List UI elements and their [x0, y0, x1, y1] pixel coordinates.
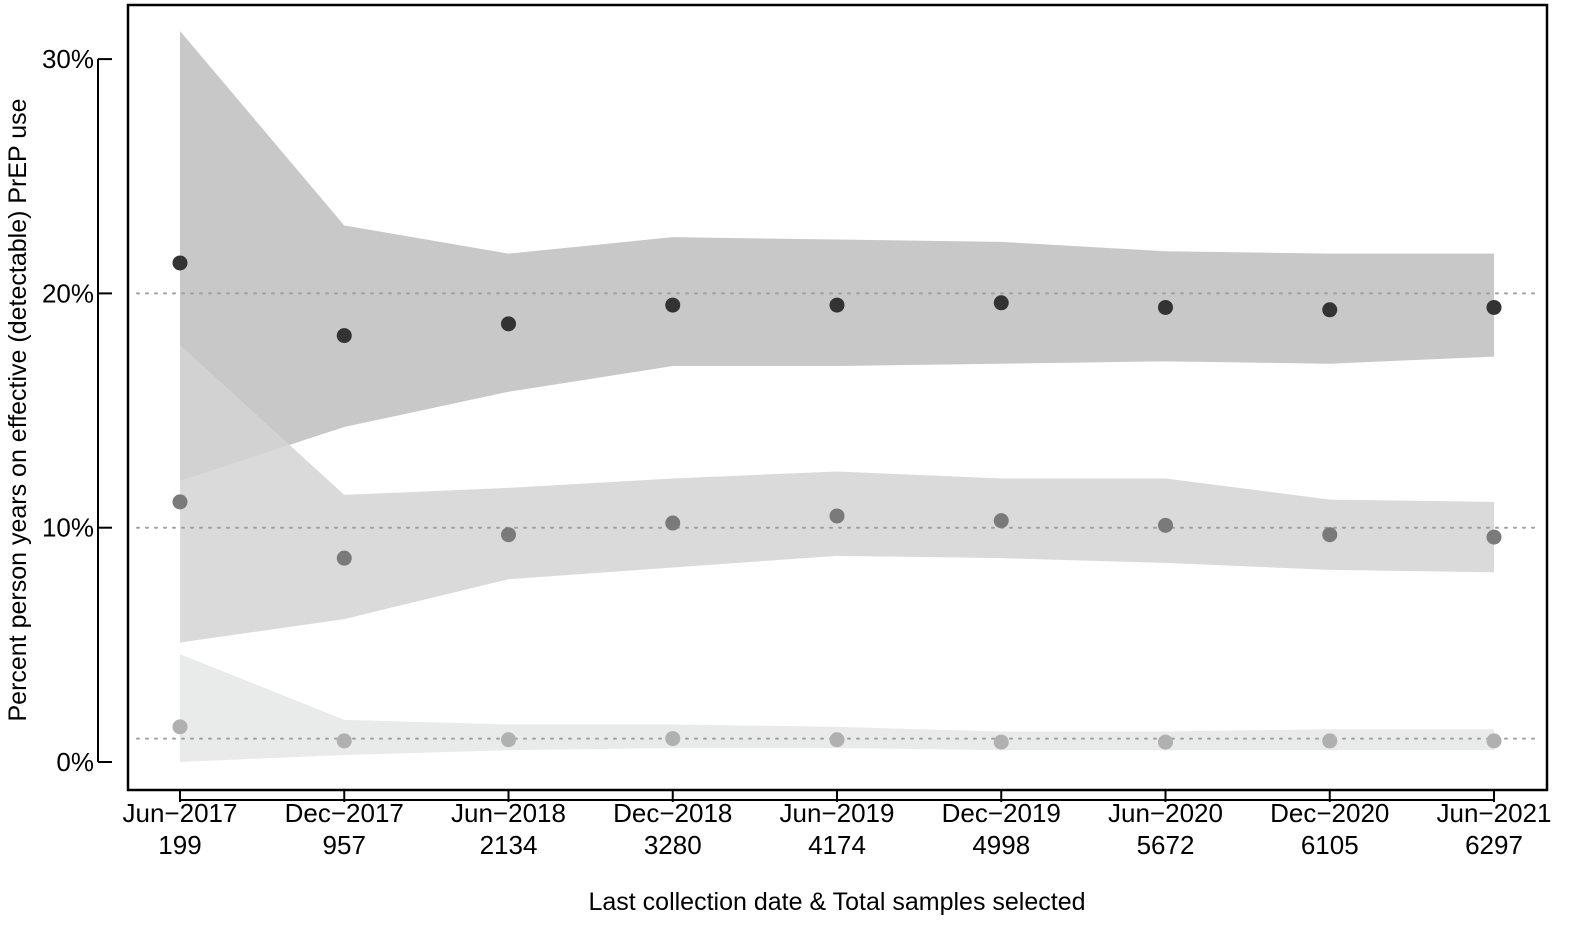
x-tick-sample-count: 5672 [1137, 830, 1195, 860]
data-point [336, 550, 352, 566]
data-point [993, 734, 1009, 750]
data-point [501, 527, 516, 543]
x-tick-label: Jun−2017 [123, 798, 238, 828]
x-tick-sample-count: 957 [323, 830, 366, 860]
y-tick-label: 20% [42, 278, 94, 308]
x-tick-label: Jun−2020 [1108, 798, 1223, 828]
data-point [1486, 529, 1502, 545]
y-axis: 0% 10% 20% 30% [42, 44, 112, 777]
data-point [993, 513, 1009, 529]
confidence-band-2 [180, 344, 1494, 643]
data-point [665, 297, 681, 313]
data-point [665, 731, 681, 747]
data-point [336, 328, 352, 344]
x-tick-label: Dec−2017 [285, 798, 404, 828]
data-point [172, 255, 188, 271]
data-point [1322, 527, 1338, 543]
y-tick-label: 10% [42, 513, 94, 543]
data-point [501, 732, 516, 748]
x-tick-label: Dec−2020 [1270, 798, 1389, 828]
data-point [172, 719, 188, 735]
data-point [1158, 734, 1173, 750]
y-tick-label: 30% [42, 44, 94, 74]
y-tick-label: 0% [56, 747, 94, 777]
x-tick-label: Jun−2021 [1437, 798, 1552, 828]
data-point [665, 515, 681, 531]
data-point [829, 508, 845, 524]
x-tick-sample-count: 3280 [644, 830, 702, 860]
data-point [1486, 733, 1502, 749]
data-point [1158, 517, 1173, 533]
x-tick-sample-count: 6105 [1301, 830, 1359, 860]
y-axis-label: Percent person years on effective (detec… [4, 98, 32, 721]
data-point [829, 297, 845, 313]
x-tick-sample-count: 199 [158, 830, 201, 860]
data-point [1158, 299, 1173, 315]
data-point [172, 494, 188, 510]
x-tick-sample-count: 6297 [1465, 830, 1523, 860]
x-axis-label: Last collection date & Total samples sel… [588, 888, 1085, 916]
x-tick-label: Jun−2019 [780, 798, 895, 828]
data-point [993, 295, 1009, 311]
x-tick-label: Dec−2019 [942, 798, 1061, 828]
x-tick-sample-count: 4174 [808, 830, 866, 860]
confidence-band-1 [180, 30, 1494, 481]
data-point [1322, 302, 1338, 318]
x-tick-label: Dec−2018 [613, 798, 732, 828]
x-tick-sample-count: 2134 [480, 830, 538, 860]
data-point [1322, 733, 1338, 749]
data-points [172, 255, 1502, 750]
data-point [501, 316, 516, 332]
data-point [1486, 299, 1502, 315]
data-point [336, 733, 352, 749]
x-tick-label: Jun−2018 [451, 798, 566, 828]
x-tick-sample-count: 4998 [972, 830, 1030, 860]
data-point [829, 732, 845, 748]
confidence-bands [180, 30, 1494, 762]
